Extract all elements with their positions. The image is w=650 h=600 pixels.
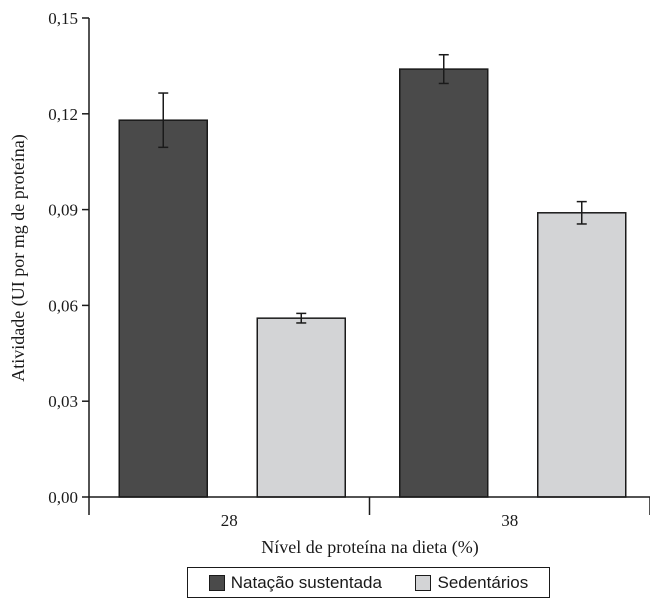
- y-tick-label: 0,06: [48, 296, 78, 315]
- bar: [118, 119, 208, 498]
- bar: [399, 68, 489, 498]
- chart: 0,00 0,03 0,06 0,09 0,12 0,15 28 38 Nível de p…: [8, 9, 650, 558]
- y-tick-label: 0,12: [48, 105, 78, 124]
- bar: [256, 317, 346, 498]
- y-tick-label: 0,03: [48, 392, 78, 411]
- bar: [537, 212, 627, 498]
- bars: [118, 53, 627, 498]
- y-axis-ticks: 0,00 0,03 0,06 0,09 0,12 0,15: [48, 9, 89, 507]
- x-axis-ticks: 28 38: [88, 497, 650, 530]
- legend-item-sedentarios: Sedentários: [415, 573, 528, 593]
- legend-label-sedentarios: Sedentários: [437, 572, 529, 592]
- y-axis-title: Atividade (UI por mg de proteína): [8, 134, 29, 381]
- x-tick-label: 28: [221, 511, 238, 530]
- legend-swatch-natacao: [208, 574, 225, 591]
- y-tick-label: 0,00: [48, 488, 78, 507]
- legend-swatch-sedentarios: [415, 574, 432, 591]
- legend-label-natacao: Natação sustentada: [230, 572, 382, 592]
- legend: Natação sustentada Sedentários: [187, 567, 550, 598]
- legend-item-natacao: Natação sustentada: [208, 572, 382, 593]
- y-tick-label: 0,09: [48, 201, 78, 220]
- x-tick-label: 38: [501, 511, 518, 530]
- x-axis-title: Nível de proteína na dieta (%): [261, 537, 478, 558]
- y-tick-label: 0,15: [48, 9, 78, 28]
